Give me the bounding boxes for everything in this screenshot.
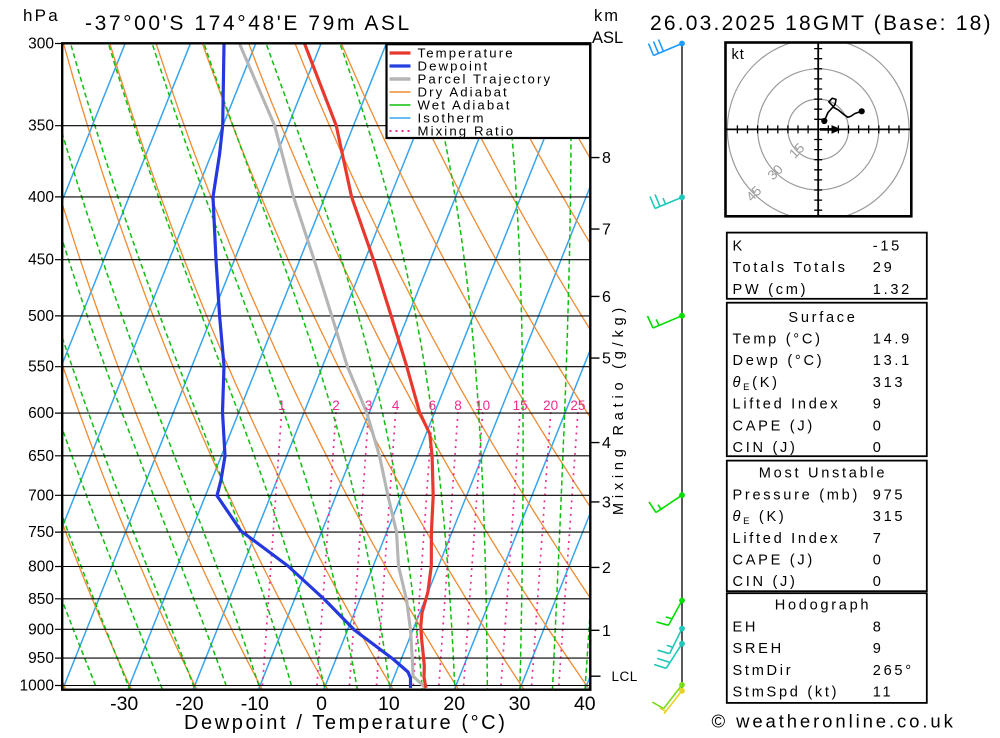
svg-text:Isotherm: Isotherm <box>418 111 486 126</box>
svg-text:20: 20 <box>443 693 465 715</box>
svg-text:hPa: hPa <box>23 6 60 25</box>
svg-text:8: 8 <box>873 619 884 635</box>
svg-text:Lifted Index: Lifted Index <box>733 531 841 547</box>
svg-text:4: 4 <box>392 398 400 413</box>
svg-text:ASL: ASL <box>592 29 623 47</box>
svg-text:600: 600 <box>28 405 54 422</box>
svg-text:15: 15 <box>513 398 528 413</box>
svg-text:7: 7 <box>873 531 884 547</box>
svg-text:θE(K): θE(K) <box>733 375 780 393</box>
svg-text:CAPE (J): CAPE (J) <box>733 418 815 434</box>
svg-text:25: 25 <box>570 398 585 413</box>
svg-text:313: 313 <box>873 375 905 391</box>
svg-text:Mixing Ratio (g/kg): Mixing Ratio (g/kg) <box>611 303 627 515</box>
svg-text:kt: kt <box>732 47 745 63</box>
svg-text:550: 550 <box>28 359 54 376</box>
svg-text:9: 9 <box>873 397 884 413</box>
svg-text:Dewp (°C): Dewp (°C) <box>733 353 825 369</box>
svg-text:LCL: LCL <box>612 669 638 684</box>
svg-text:300: 300 <box>28 36 54 53</box>
svg-text:StmDir: StmDir <box>733 663 794 679</box>
svg-text:11: 11 <box>873 685 894 701</box>
svg-text:0: 0 <box>316 693 327 715</box>
svg-text:9: 9 <box>873 641 884 657</box>
svg-text:4: 4 <box>602 435 611 452</box>
svg-text:Hodograph: Hodograph <box>775 598 872 614</box>
svg-text:350: 350 <box>28 118 54 135</box>
svg-text:EH: EH <box>733 619 759 635</box>
svg-text:29: 29 <box>873 260 895 276</box>
svg-text:Lifted Index: Lifted Index <box>733 397 841 413</box>
svg-text:30: 30 <box>765 162 786 183</box>
svg-text:θE (K): θE (K) <box>733 509 787 527</box>
svg-text:0: 0 <box>873 553 884 569</box>
svg-text:1: 1 <box>602 623 611 640</box>
svg-text:700: 700 <box>28 487 54 504</box>
svg-text:20: 20 <box>543 398 558 413</box>
svg-text:Dry Adiabat: Dry Adiabat <box>418 85 509 100</box>
svg-text:1000: 1000 <box>20 678 55 695</box>
svg-text:450: 450 <box>28 252 54 269</box>
svg-text:-10: -10 <box>241 693 269 715</box>
svg-text:Wet Adiabat: Wet Adiabat <box>418 98 512 113</box>
svg-text:1: 1 <box>278 398 286 413</box>
svg-text:315: 315 <box>873 509 905 525</box>
svg-text:975: 975 <box>873 487 905 503</box>
svg-text:-20: -20 <box>175 693 203 715</box>
svg-text:Dewpoint / Temperature (°C): Dewpoint / Temperature (°C) <box>184 712 507 733</box>
svg-text:Totals Totals: Totals Totals <box>733 260 848 276</box>
svg-text:400: 400 <box>28 189 54 206</box>
svg-text:30: 30 <box>509 693 531 715</box>
svg-text:900: 900 <box>28 621 54 638</box>
svg-text:8: 8 <box>454 398 462 413</box>
svg-text:1.32: 1.32 <box>873 282 912 298</box>
svg-text:5: 5 <box>602 351 611 368</box>
svg-text:Surface: Surface <box>788 310 857 326</box>
svg-text:8: 8 <box>602 150 611 167</box>
svg-text:265°: 265° <box>873 663 914 679</box>
svg-text:Parcel Trajectory: Parcel Trajectory <box>418 72 553 87</box>
svg-text:6: 6 <box>602 289 611 306</box>
svg-text:km: km <box>594 7 620 25</box>
svg-text:2: 2 <box>332 398 340 413</box>
svg-text:Pressure (mb): Pressure (mb) <box>733 487 861 503</box>
svg-text:PW (cm): PW (cm) <box>733 282 809 298</box>
svg-text:950: 950 <box>28 650 54 667</box>
svg-text:0: 0 <box>873 440 884 456</box>
svg-text:7: 7 <box>602 222 611 239</box>
svg-text:10: 10 <box>475 398 490 413</box>
svg-text:CIN (J): CIN (J) <box>733 440 798 456</box>
svg-text:CIN (J): CIN (J) <box>733 574 798 590</box>
svg-text:26.03.2025 18GMT (Base: 18): 26.03.2025 18GMT (Base: 18) <box>650 12 993 35</box>
svg-text:13.1: 13.1 <box>873 353 912 369</box>
svg-text:3: 3 <box>602 494 611 511</box>
svg-text:14.9: 14.9 <box>873 332 912 348</box>
svg-text:Dewpoint: Dewpoint <box>418 59 490 74</box>
svg-text:SREH: SREH <box>733 641 784 657</box>
svg-text:850: 850 <box>28 591 54 608</box>
svg-text:3: 3 <box>365 398 373 413</box>
svg-text:750: 750 <box>28 524 54 541</box>
svg-text:-30: -30 <box>110 693 138 715</box>
svg-text:-15: -15 <box>873 239 902 255</box>
svg-text:2: 2 <box>602 560 611 577</box>
svg-text:40: 40 <box>574 693 596 715</box>
svg-text:-37°00'S 174°48'E 79m ASL: -37°00'S 174°48'E 79m ASL <box>85 12 412 35</box>
svg-text:Most Unstable: Most Unstable <box>759 466 887 482</box>
svg-text:© weatheronline.co.uk: © weatheronline.co.uk <box>712 711 956 732</box>
svg-text:500: 500 <box>28 308 54 325</box>
svg-text:Temp (°C): Temp (°C) <box>733 332 823 348</box>
svg-text:0: 0 <box>873 418 884 434</box>
svg-text:10: 10 <box>378 693 400 715</box>
svg-text:800: 800 <box>28 559 54 576</box>
svg-text:Mixing Ratio: Mixing Ratio <box>418 124 516 139</box>
svg-text:CAPE (J): CAPE (J) <box>733 553 815 569</box>
svg-text:15: 15 <box>786 140 807 161</box>
svg-text:6: 6 <box>429 398 437 413</box>
svg-text:StmSpd (kt): StmSpd (kt) <box>733 685 840 701</box>
svg-text:K: K <box>733 239 745 255</box>
svg-text:Temperature: Temperature <box>418 46 515 61</box>
svg-text:650: 650 <box>28 448 54 465</box>
svg-text:0: 0 <box>873 574 884 590</box>
